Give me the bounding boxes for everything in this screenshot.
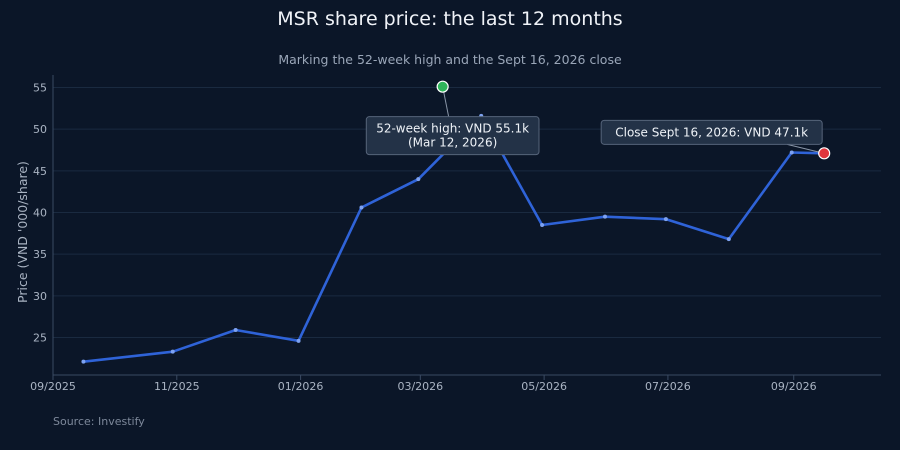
close-annotation-arrow xyxy=(787,143,825,154)
source-note: Source: Investify xyxy=(53,415,145,428)
data-point xyxy=(170,349,175,354)
y-tick-label: 35 xyxy=(33,248,47,261)
chart-subtitle: Marking the 52-week high and the Sept 16… xyxy=(278,52,622,67)
y-tick-label: 55 xyxy=(33,82,47,95)
annotations: 52-week high: VND 55.1k(Mar 12, 2026) Clo… xyxy=(365,80,831,160)
y-tick-label: 40 xyxy=(33,207,47,220)
x-tick-label: 09/2026 xyxy=(771,380,817,393)
y-axis-title: Price (VND '000/share) xyxy=(15,161,30,303)
data-point xyxy=(789,150,794,155)
data-point xyxy=(233,328,238,332)
x-tick-label: 11/2025 xyxy=(154,380,200,393)
data-point xyxy=(726,237,731,242)
chart-title: MSR share price: the last 12 months xyxy=(277,8,623,30)
x-tick-label: 09/2025 xyxy=(30,380,76,393)
data-point xyxy=(663,217,668,222)
x-tick-label: 05/2026 xyxy=(521,380,567,393)
data-point xyxy=(603,214,607,219)
y-tick-label: 50 xyxy=(33,123,47,136)
x-tick-label: 03/2026 xyxy=(397,380,443,393)
data-point xyxy=(416,177,421,182)
x-tick-label: 07/2026 xyxy=(645,380,691,393)
y-tick-label: 30 xyxy=(33,290,47,303)
axes: 25 30 35 40 45 50 55 09/2025 11/2025 01/2026 03/20… xyxy=(30,75,881,393)
y-tick-label: 25 xyxy=(33,332,47,345)
data-point xyxy=(359,205,364,210)
data-point xyxy=(540,223,545,227)
high-marker xyxy=(436,80,449,93)
y-tick-label: 45 xyxy=(33,165,47,178)
data-point xyxy=(81,359,86,364)
close-marker xyxy=(818,147,831,160)
close-annotation-box xyxy=(600,119,823,145)
close-annotation-label: Close Sept 16, 2026: VND 47.1k xyxy=(615,125,808,139)
x-tick-label: 01/2026 xyxy=(278,380,324,393)
high-annotation-label: (Mar 12, 2026) xyxy=(408,136,497,150)
high-annotation-box xyxy=(365,116,540,156)
series xyxy=(81,113,827,364)
data-point xyxy=(296,338,301,343)
high-annotation-label: 52-week high: VND 55.1k xyxy=(376,122,529,136)
